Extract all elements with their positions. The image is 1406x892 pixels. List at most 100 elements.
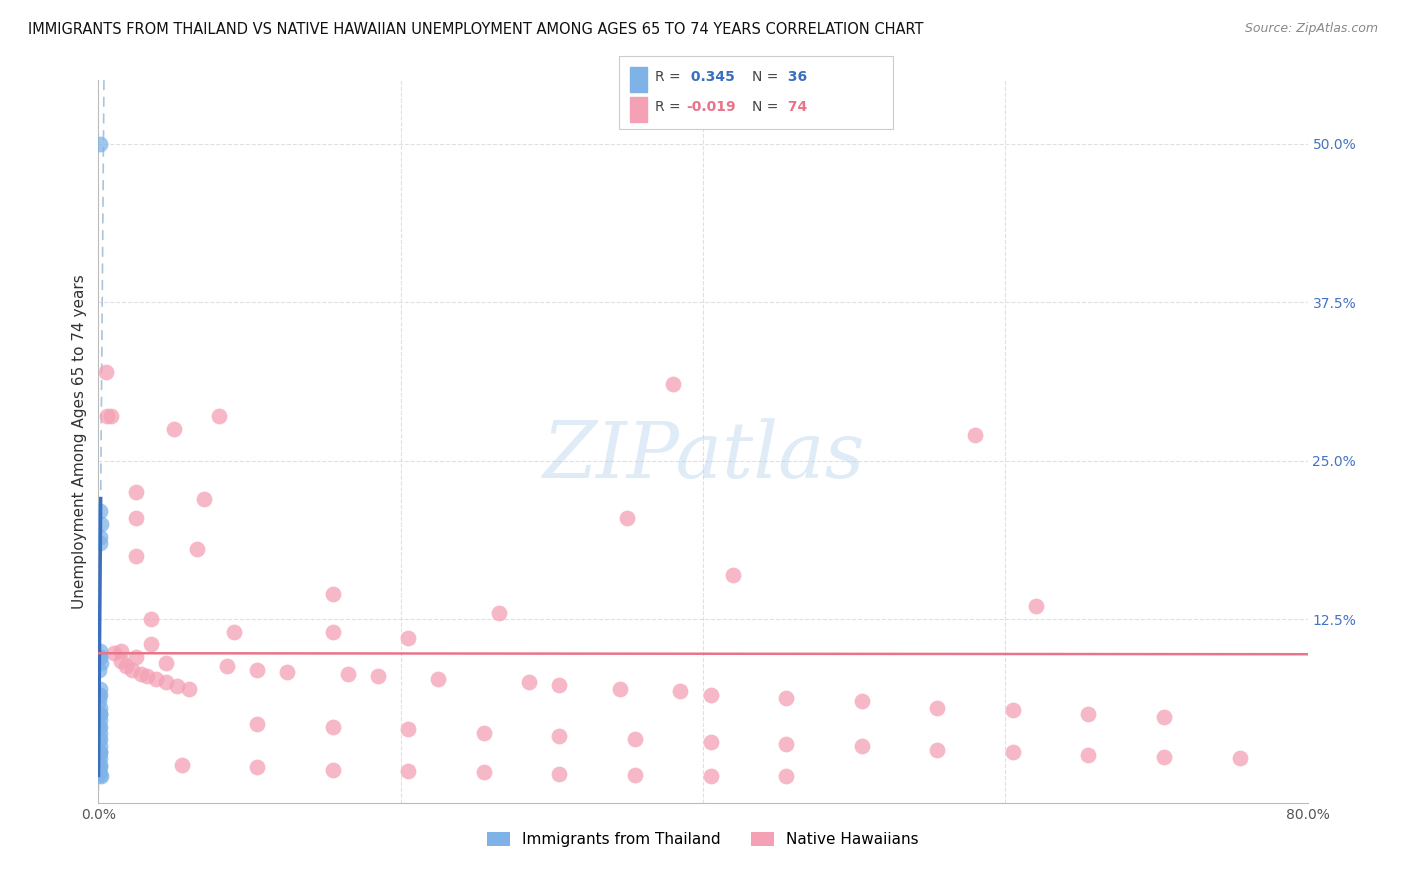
Point — [89, 504, 111, 518]
Text: 0.345: 0.345 — [686, 70, 735, 84]
Point — [215, 659, 238, 673]
Point — [517, 675, 540, 690]
Point — [224, 624, 246, 639]
Point — [322, 587, 344, 601]
Point — [1077, 707, 1099, 722]
Point — [125, 510, 148, 524]
Point — [1077, 747, 1099, 762]
Point — [94, 365, 117, 379]
Text: Source: ZipAtlas.com: Source: ZipAtlas.com — [1244, 22, 1378, 36]
Point — [208, 409, 231, 424]
Point — [89, 757, 111, 772]
Point — [125, 485, 148, 500]
Text: R =: R = — [655, 70, 685, 84]
Text: N =: N = — [752, 70, 783, 84]
Point — [1153, 709, 1175, 723]
Point — [166, 679, 188, 693]
Point — [89, 732, 111, 747]
Point — [775, 738, 797, 752]
Point — [179, 681, 201, 696]
Point — [90, 769, 112, 783]
Point — [427, 672, 450, 686]
Point — [775, 769, 797, 783]
Point — [125, 650, 148, 665]
Point — [163, 422, 186, 436]
Point — [276, 665, 298, 680]
Point — [322, 720, 344, 734]
Text: IMMIGRANTS FROM THAILAND VS NATIVE HAWAIIAN UNEMPLOYMENT AMONG AGES 65 TO 74 YEA: IMMIGRANTS FROM THAILAND VS NATIVE HAWAI… — [28, 22, 924, 37]
Point — [396, 631, 419, 645]
Point — [1001, 745, 1024, 759]
Point — [661, 377, 683, 392]
Point — [1229, 751, 1251, 765]
Legend: Immigrants from Thailand, Native Hawaiians: Immigrants from Thailand, Native Hawaiia… — [481, 826, 925, 854]
Point — [193, 491, 215, 506]
Point — [723, 567, 745, 582]
Point — [89, 757, 111, 772]
Text: -0.019: -0.019 — [686, 100, 735, 114]
Point — [472, 765, 495, 780]
Point — [322, 763, 344, 777]
Point — [699, 769, 721, 783]
Point — [965, 428, 987, 442]
Text: 36: 36 — [783, 70, 807, 84]
Point — [90, 657, 112, 671]
Point — [89, 764, 111, 778]
Point — [125, 549, 148, 563]
Point — [135, 669, 157, 683]
Y-axis label: Unemployment Among Ages 65 to 74 years: Unemployment Among Ages 65 to 74 years — [72, 274, 87, 609]
Point — [100, 409, 122, 424]
Point — [488, 606, 510, 620]
Point — [548, 729, 571, 743]
Point — [669, 684, 692, 698]
Point — [89, 707, 111, 722]
Point — [89, 720, 111, 734]
Point — [246, 663, 269, 677]
Point — [548, 766, 571, 780]
Point — [699, 735, 721, 749]
Point — [89, 747, 111, 762]
Point — [89, 745, 111, 759]
Point — [89, 714, 111, 728]
Point — [89, 700, 111, 714]
Point — [322, 624, 344, 639]
Point — [396, 723, 419, 737]
Point — [851, 739, 873, 753]
Point — [624, 732, 647, 747]
Point — [89, 688, 111, 702]
Point — [89, 760, 111, 774]
Point — [89, 136, 111, 151]
Point — [89, 707, 111, 722]
Point — [103, 646, 125, 660]
Point — [616, 510, 638, 524]
Point — [170, 757, 193, 772]
Point — [141, 637, 163, 651]
Point — [89, 536, 111, 550]
Point — [110, 654, 132, 668]
Point — [145, 672, 167, 686]
Point — [89, 650, 111, 665]
Point — [89, 732, 111, 747]
Point — [609, 681, 631, 696]
Point — [472, 726, 495, 740]
Point — [89, 663, 111, 677]
Text: N =: N = — [752, 100, 783, 114]
Point — [155, 675, 177, 690]
Point — [89, 694, 111, 708]
Point — [336, 666, 359, 681]
Point — [1024, 599, 1046, 614]
Point — [89, 745, 111, 759]
Point — [246, 717, 269, 731]
Point — [141, 612, 163, 626]
Point — [1153, 750, 1175, 764]
Point — [114, 659, 136, 673]
Point — [89, 530, 111, 544]
Point — [927, 742, 949, 756]
Point — [775, 690, 797, 705]
Point — [548, 678, 571, 692]
Point — [89, 720, 111, 734]
Text: ZIPatlas: ZIPatlas — [541, 417, 865, 494]
Point — [96, 409, 118, 424]
Point — [89, 650, 111, 665]
Point — [89, 766, 111, 780]
